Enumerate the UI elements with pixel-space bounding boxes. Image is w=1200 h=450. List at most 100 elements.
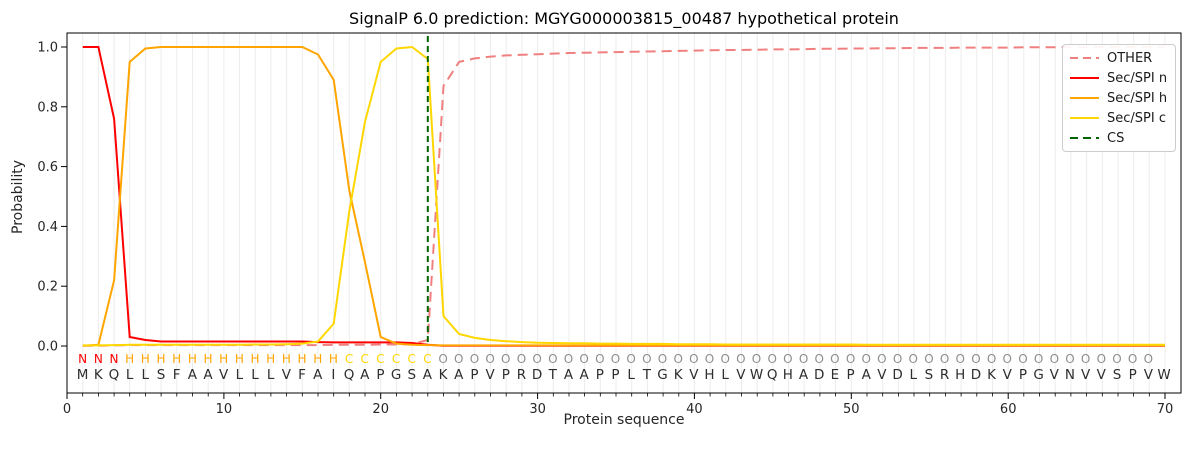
region-label-letter: O (1112, 352, 1122, 366)
y-tick-label: 0.2 (37, 280, 58, 295)
region-label-letter: O (955, 352, 965, 366)
x-tick-label: 20 (372, 402, 389, 417)
legend-item-sec-spi-n: Sec/SPI n (1063, 69, 1175, 87)
legend-label-sec-spi-n: Sec/SPI n (1107, 70, 1168, 86)
residue-letter: D (814, 367, 825, 383)
residue-letter: V (1081, 367, 1091, 383)
residue-letter: A (313, 367, 323, 383)
residue-letter: G (1033, 367, 1044, 383)
region-label-letter: N (93, 352, 103, 366)
residue-letter: A (579, 367, 589, 383)
region-label-letter: O (1018, 352, 1028, 366)
region-label-letter: O (767, 352, 777, 366)
region-label-letter: O (830, 352, 840, 366)
region-label-letter: O (908, 352, 918, 366)
residue-letter: A (203, 367, 213, 383)
region-label-letter: H (234, 352, 244, 366)
residue-letter: V (219, 367, 229, 383)
region-label-letter: H (297, 352, 307, 366)
legend-line-other (1070, 56, 1099, 60)
residue-letter: A (798, 367, 809, 383)
x-tick-label: 10 (216, 402, 233, 417)
residue-letter: S (1112, 367, 1122, 383)
residue-letter: K (673, 367, 683, 383)
region-label-letter: O (1033, 352, 1044, 366)
region-label-letter: O (1080, 352, 1091, 366)
residue-letter: L (721, 367, 729, 383)
region-label-letter: O (469, 352, 480, 366)
region-label-letter: H (266, 352, 276, 366)
region-label-letter: O (516, 352, 527, 366)
region-label-letter: O (751, 352, 762, 366)
region-label-letter: O (438, 352, 448, 366)
residue-letter: W (1157, 367, 1171, 383)
legend-item-other: OTHER (1063, 49, 1175, 67)
y-axis-label: Probability (10, 159, 26, 235)
region-label-letter: H (328, 352, 338, 366)
x-axis-label: Protein sequence (563, 412, 685, 428)
residue-letter: V (689, 367, 699, 383)
residue-letter: P (470, 367, 479, 383)
region-label-letter: O (689, 352, 699, 366)
region-label-letter: O (610, 352, 621, 366)
region-label-letter: C (391, 352, 401, 366)
x-tick-label: 40 (686, 402, 703, 417)
legend-line-sec-spi-n (1070, 76, 1099, 80)
residue-letter: E (830, 367, 840, 383)
region-label-letter: O (1049, 352, 1060, 366)
legend-item-cs: CS (1063, 129, 1175, 147)
region-label-letter: C (423, 352, 432, 366)
curve-other (82, 46, 1165, 347)
region-label-letter: O (814, 352, 824, 366)
region-label-letter: O (924, 352, 934, 366)
residue-letter: Q (343, 367, 355, 383)
residue-letter: V (736, 367, 746, 383)
region-label-letter: C (344, 352, 354, 366)
region-label-letter: N (78, 352, 88, 366)
legend-label-sec-spi-h: Sec/SPI h (1107, 90, 1168, 106)
residue-letter: N (1064, 367, 1076, 383)
residue-letter: T (548, 367, 557, 383)
residue-letter: P (595, 367, 604, 383)
legend-label-sec-spi-c: Sec/SPI c (1107, 110, 1166, 126)
region-label-letter: H (172, 352, 182, 366)
y-tick-label: 1.0 (37, 41, 58, 56)
residue-letter: A (187, 367, 197, 383)
residue-letter: K (93, 367, 103, 383)
region-label-letter: O (485, 352, 495, 366)
residue-letter: P (501, 367, 510, 383)
residue-letter: V (1096, 367, 1106, 383)
residue-letter: A (422, 367, 433, 383)
region-label-letter: C (376, 352, 385, 366)
region-label-letter: O (501, 352, 511, 366)
residue-letter: L (141, 367, 150, 383)
residue-letter: L (909, 367, 917, 383)
y-tick-label: 0.4 (37, 220, 58, 235)
legend-label-cs: CS (1107, 130, 1125, 146)
region-label-letter: O (877, 352, 887, 366)
residue-letter: L (627, 367, 635, 383)
residue-letter: R (516, 367, 527, 383)
region-label-letter: O (845, 352, 856, 366)
region-label-letter: H (313, 352, 323, 366)
region-label-letter: O (861, 352, 871, 366)
y-axis-ticks: 0.0 0.2 0.4 0.6 0.8 1.0 (37, 41, 67, 355)
region-label-letter: H (203, 352, 213, 366)
residue-letter: V (1002, 367, 1012, 383)
residue-letter: H (782, 367, 793, 383)
region-label-letter: H (140, 352, 150, 366)
legend-line-sec-spi-c (1070, 116, 1099, 120)
region-label-letter: O (736, 352, 746, 366)
residue-letter: A (861, 367, 871, 383)
region-label-letter: C (407, 352, 416, 366)
region-label-letter: O (1096, 352, 1107, 366)
region-label-letter: O (626, 352, 636, 366)
x-tick-label: 60 (1000, 402, 1017, 417)
residue-letter: S (407, 367, 417, 383)
residue-letter: Q (766, 367, 778, 383)
legend-line-cs (1070, 136, 1099, 140)
residue-letter: W (749, 367, 764, 383)
residue-letter: H (955, 367, 966, 383)
residue-letter: A (454, 367, 464, 383)
